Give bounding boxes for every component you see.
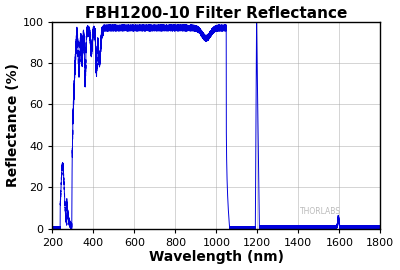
Title: FBH1200-10 Filter Reflectance: FBH1200-10 Filter Reflectance [85,6,348,21]
Text: THORLABS: THORLABS [300,207,341,216]
Y-axis label: Reflectance (%): Reflectance (%) [6,63,20,187]
X-axis label: Wavelength (nm): Wavelength (nm) [149,251,284,264]
